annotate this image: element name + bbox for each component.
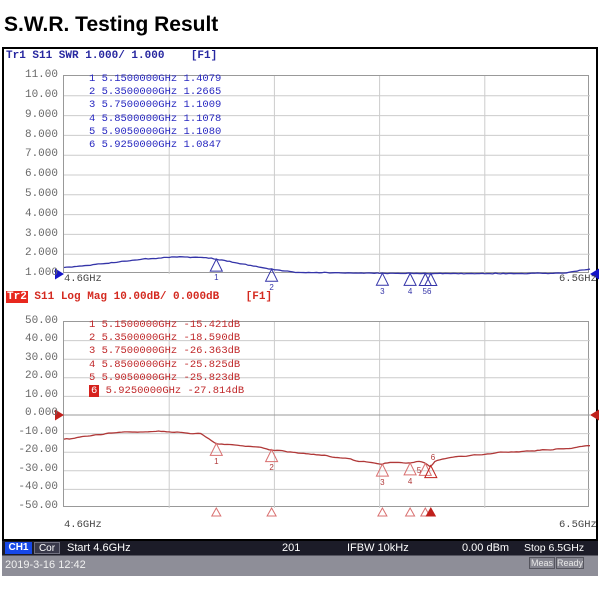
svg-text:1: 1 <box>214 273 219 282</box>
svg-text:5: 5 <box>417 466 422 475</box>
svg-text:4: 4 <box>408 477 413 486</box>
svg-text:2: 2 <box>269 463 274 472</box>
svg-text:4: 4 <box>408 287 413 296</box>
svg-text:3: 3 <box>380 478 385 487</box>
svg-text:1: 1 <box>214 457 219 466</box>
svg-text:6: 6 <box>431 453 436 462</box>
svg-text:56: 56 <box>423 287 432 296</box>
svg-text:3: 3 <box>380 287 385 296</box>
